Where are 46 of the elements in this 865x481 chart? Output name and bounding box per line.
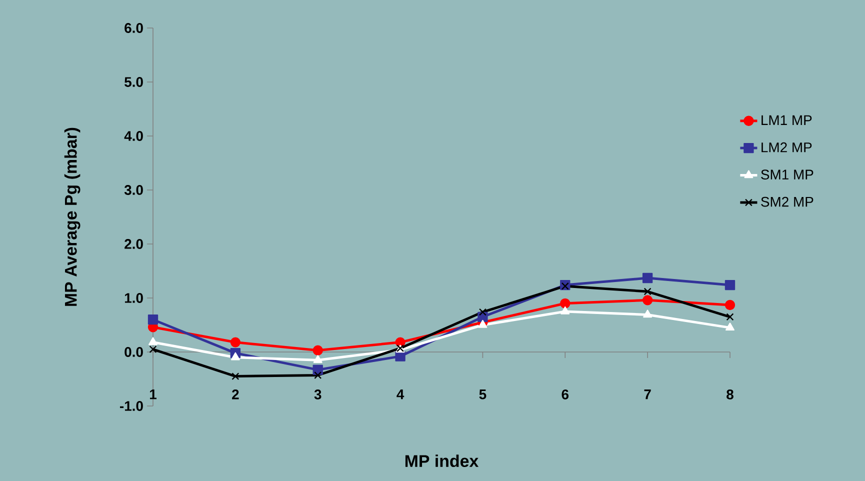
point bbox=[478, 320, 488, 328]
point bbox=[478, 308, 486, 316]
x-tick-label: 8 bbox=[726, 390, 734, 400]
y-tick-label: 3.0 bbox=[124, 185, 143, 195]
y-tick-label: 6.0 bbox=[124, 23, 143, 33]
y-axis-title: MP Average Pg (mbar) bbox=[64, 128, 80, 306]
point bbox=[560, 298, 570, 308]
legend-label: SM2 MP bbox=[761, 196, 814, 207]
y-tick-label: 5.0 bbox=[124, 77, 143, 87]
point bbox=[232, 372, 240, 380]
x-tick-label: 2 bbox=[232, 390, 239, 400]
point bbox=[230, 337, 241, 348]
x-tick-label: 5 bbox=[479, 390, 486, 400]
point bbox=[148, 337, 158, 346]
y-tick-label: 1.0 bbox=[124, 293, 143, 303]
x-tick-label: 1 bbox=[150, 390, 156, 400]
point bbox=[560, 306, 570, 314]
point bbox=[395, 351, 406, 362]
point bbox=[314, 371, 322, 379]
legend-label: LM1 MP bbox=[762, 115, 812, 125]
x-tick-label: 6 bbox=[562, 390, 569, 400]
y-tick-label: 0.0 bbox=[124, 347, 143, 357]
point bbox=[642, 272, 653, 284]
y-tick-label: 2.0 bbox=[124, 239, 143, 249]
x-tick-label: 3 bbox=[314, 390, 322, 400]
point bbox=[149, 346, 157, 354]
y-tick-label: -1.0 bbox=[120, 401, 143, 411]
legend-label: SM1 MP bbox=[761, 170, 814, 180]
point bbox=[312, 364, 323, 375]
point bbox=[642, 295, 653, 306]
legend-label: LM2 MP bbox=[762, 142, 812, 152]
point bbox=[148, 314, 158, 325]
x-tick-label: 4 bbox=[396, 390, 404, 400]
point bbox=[726, 322, 734, 331]
point bbox=[561, 282, 569, 290]
x-axis-title: MP index bbox=[405, 454, 479, 468]
y-tick-label: 4.0 bbox=[124, 131, 143, 141]
point bbox=[644, 288, 652, 296]
point bbox=[643, 310, 652, 318]
point bbox=[313, 355, 322, 363]
point bbox=[724, 280, 736, 290]
x-tick-label: 7 bbox=[644, 390, 651, 400]
point bbox=[724, 300, 736, 310]
point bbox=[726, 313, 734, 321]
point bbox=[230, 352, 240, 360]
point bbox=[312, 345, 323, 356]
